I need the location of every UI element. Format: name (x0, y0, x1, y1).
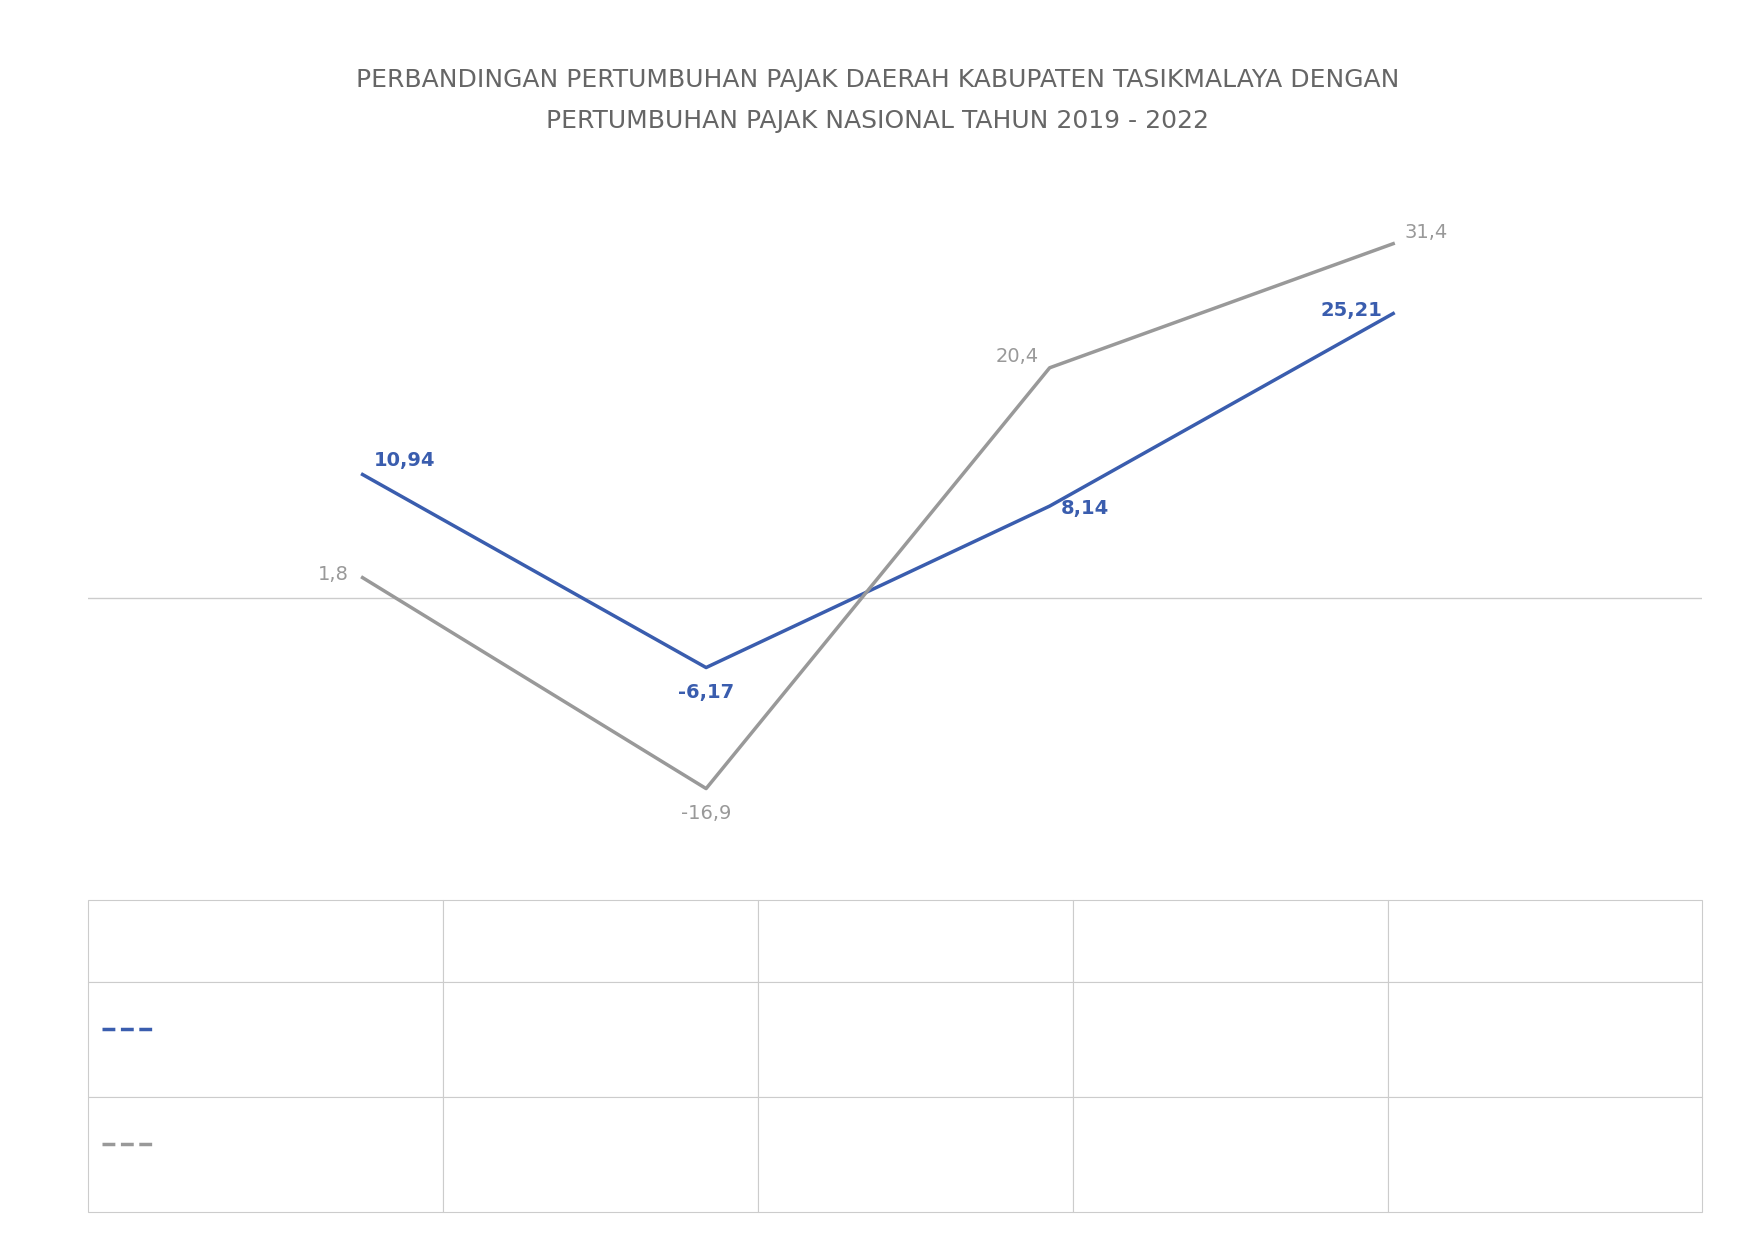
Text: 25,21: 25,21 (1520, 1030, 1571, 1049)
Text: 10,94: 10,94 (374, 452, 435, 470)
Text: -6,17: -6,17 (892, 1030, 939, 1049)
Text: 2019: 2019 (577, 932, 623, 949)
Text: 31,4: 31,4 (1525, 1145, 1565, 1163)
Text: PERSENTASE (%) PERTUMBUHAN PAJAK
KABUPATEN TASIKMALAYA: PERSENTASE (%) PERTUMBUHAN PAJAK KABUPAT… (161, 1020, 488, 1059)
Text: -16,9: -16,9 (681, 804, 732, 823)
Text: -6,17: -6,17 (677, 683, 734, 702)
Text: 2022: 2022 (1522, 932, 1567, 949)
Text: PERSENTASE (%) PERTUMBUHAN PAJAK
NASIONAL: PERSENTASE (%) PERTUMBUHAN PAJAK NASIONA… (161, 1134, 488, 1174)
Text: 1,8: 1,8 (586, 1145, 614, 1163)
Text: 20,4: 20,4 (995, 347, 1039, 366)
Text: 25,21: 25,21 (1320, 302, 1381, 320)
Text: 10,94: 10,94 (574, 1030, 627, 1049)
Text: 1,8: 1,8 (318, 566, 349, 585)
Text: 2021: 2021 (1207, 932, 1253, 949)
Text: 8,14: 8,14 (1060, 499, 1109, 519)
Text: 2020: 2020 (893, 932, 937, 949)
Text: 31,4: 31,4 (1404, 223, 1448, 242)
Text: -16,9: -16,9 (892, 1145, 939, 1163)
Text: 20,4: 20,4 (1211, 1145, 1250, 1163)
Text: 8,14: 8,14 (1211, 1030, 1250, 1049)
Text: PERBANDINGAN PERTUMBUHAN PAJAK DAERAH KABUPATEN TASIKMALAYA DENGAN
PERTUMBUHAN P: PERBANDINGAN PERTUMBUHAN PAJAK DAERAH KA… (356, 68, 1399, 133)
